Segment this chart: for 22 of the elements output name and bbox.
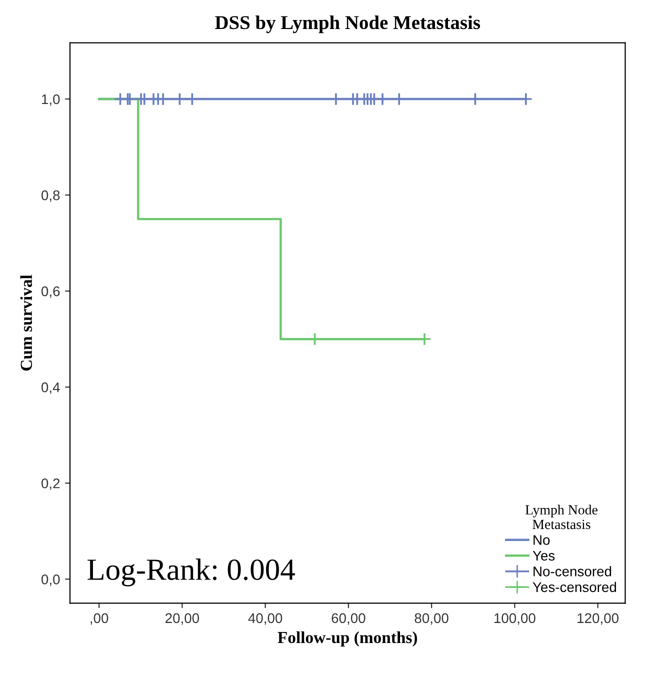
x-tick-label: 60,00 <box>332 613 366 625</box>
legend-title: Lymph Node Metastasis <box>525 504 598 530</box>
x-tick-label: 100,00 <box>494 613 536 625</box>
y-tick-label: 0,8 <box>41 190 60 202</box>
annotation: Log-Rank: 0.004 <box>88 558 295 586</box>
legend-label: No <box>534 535 550 545</box>
x-tick-label: ,00 <box>90 613 108 625</box>
legend-label: No-censored <box>534 566 612 576</box>
y-tick-label: 0,0 <box>41 574 60 586</box>
x-tick-label: 80,00 <box>414 613 448 625</box>
y-axis-title: Cum survival <box>20 274 32 371</box>
x-tick-label: 120,00 <box>578 613 618 625</box>
chart-title: DSS by Lymph Node Metastasis <box>215 15 480 34</box>
x-tick-label: 40,00 <box>248 613 282 625</box>
y-tick-label: 0,4 <box>41 382 60 394</box>
y-tick-label: 0,2 <box>41 478 60 490</box>
x-axis-title: Follow-up (months) <box>278 631 418 646</box>
x-tick-label: 20,00 <box>166 613 200 625</box>
legend-label: Yes-censored <box>532 582 616 592</box>
y-tick-label: 1,0 <box>42 94 60 106</box>
y-tick-label: 0,6 <box>41 286 60 298</box>
legend-label: Yes <box>532 550 555 561</box>
